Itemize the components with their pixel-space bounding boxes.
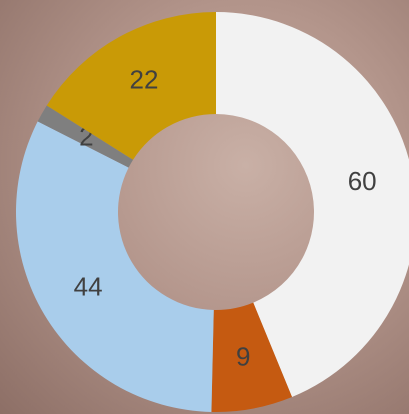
donut-slice xyxy=(211,302,293,412)
donut-slice xyxy=(37,105,134,168)
data-label: 44 xyxy=(74,271,103,301)
donut-slice xyxy=(216,12,409,397)
data-label: 60 xyxy=(348,166,377,196)
donut-slice xyxy=(15,121,214,412)
donut-slice xyxy=(46,11,216,160)
data-label: 9 xyxy=(236,341,250,371)
data-label: 22 xyxy=(130,64,159,94)
